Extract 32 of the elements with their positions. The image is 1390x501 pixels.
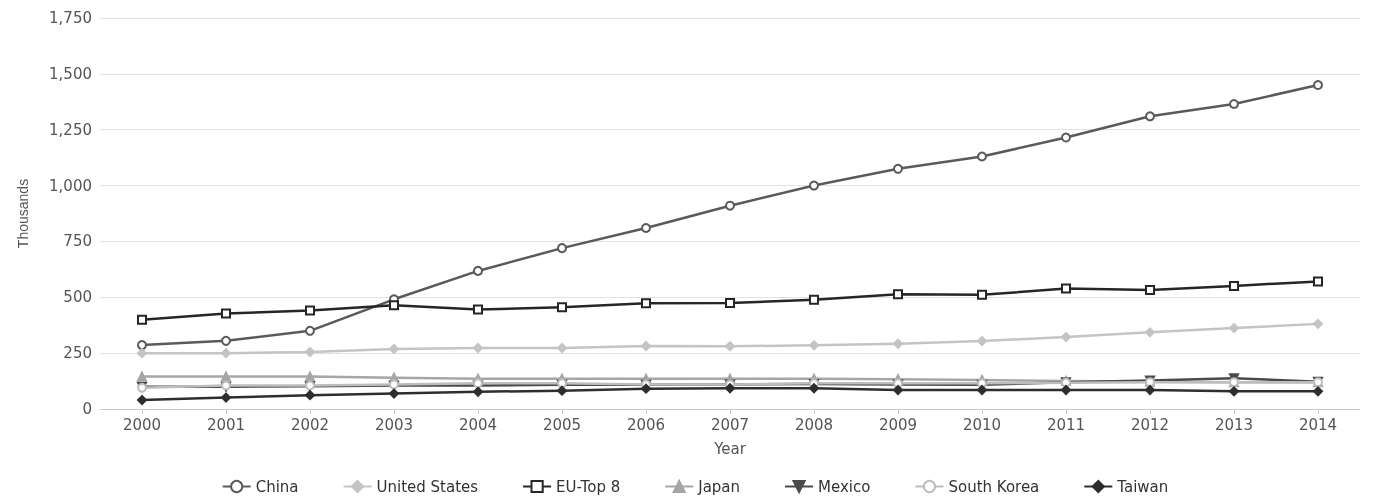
legend-label: South Korea [948, 477, 1040, 496]
x-tick-label: 2007 [710, 415, 750, 434]
x-tick-label: 2010 [962, 415, 1002, 434]
y-axis-title: Thousands [15, 178, 31, 249]
x-axis-title: Year [713, 439, 747, 458]
legend-label: Japan [697, 477, 741, 496]
y-tick-label: 1,500 [49, 64, 92, 83]
y-tick-label: 750 [63, 232, 92, 251]
x-tick-label: 2005 [542, 415, 582, 434]
legend-label: Mexico [818, 477, 871, 496]
y-tick-label: 1,000 [49, 176, 92, 195]
y-tick-label: 500 [63, 288, 92, 307]
y-tick-label: 0 [82, 400, 92, 418]
legend-label: United States [376, 477, 479, 496]
x-tick-label: 2006 [626, 415, 666, 434]
x-tick-label: 2003 [374, 415, 414, 434]
x-tick-label: 2001 [206, 415, 246, 434]
legend-label: EU-Top 8 [556, 477, 621, 496]
x-tick-label: 2014 [1298, 415, 1338, 434]
legend-label: Taiwan [1116, 477, 1169, 496]
x-tick-label: 2002 [290, 415, 330, 434]
x-tick-label: 2011 [1046, 415, 1086, 434]
x-tick-label: 2008 [794, 415, 834, 434]
x-tick-label: 2009 [878, 415, 918, 434]
y-tick-label: 1,250 [49, 120, 92, 139]
x-tick-label: 2013 [1214, 415, 1254, 434]
y-tick-label: 250 [63, 344, 92, 363]
x-tick-label: 2012 [1130, 415, 1170, 434]
x-tick-label: 2000 [122, 415, 162, 434]
x-tick-label: 2004 [458, 415, 498, 434]
legend-label: China [255, 477, 299, 496]
y-tick-label: 1,750 [49, 9, 92, 27]
